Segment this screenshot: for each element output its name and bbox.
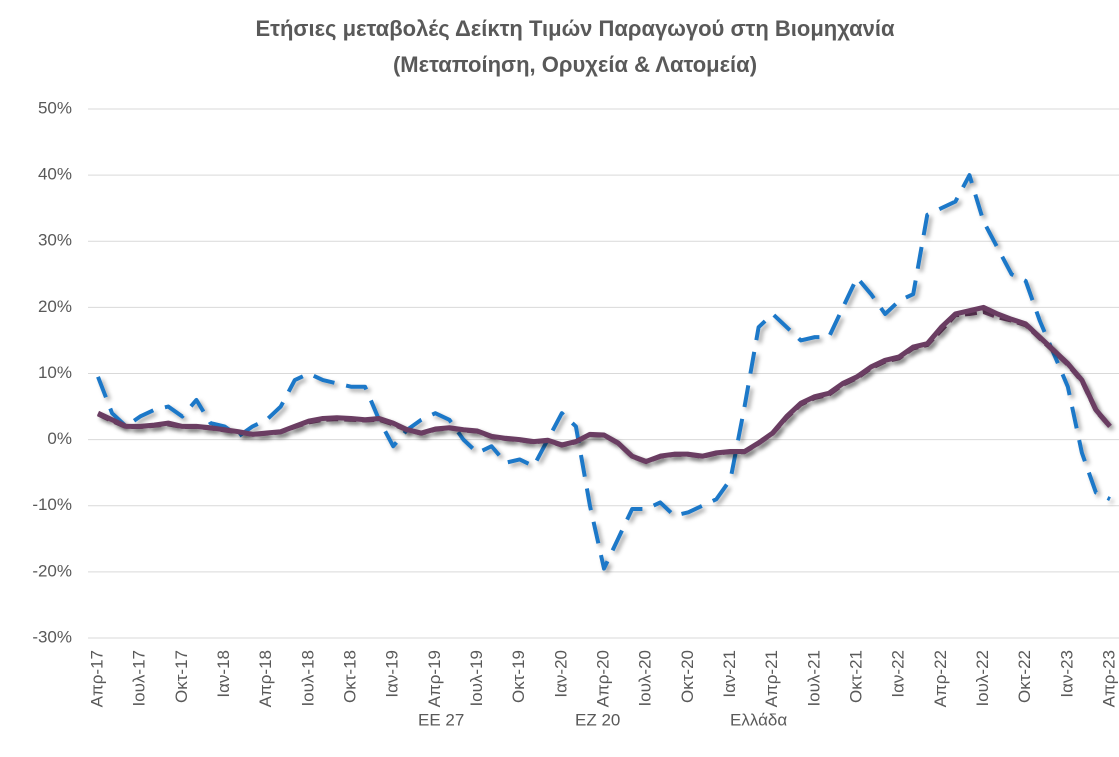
x-tick-label: Ιουλ-17 xyxy=(130,650,149,707)
series-line xyxy=(96,304,1112,464)
x-tick-label: Οκτ-17 xyxy=(172,650,191,703)
y-tick-label: -20% xyxy=(32,561,72,580)
x-tick-label: Απρ-17 xyxy=(87,650,106,707)
x-tick-label: Απρ-19 xyxy=(425,650,444,707)
x-tick-label: Οκτ-22 xyxy=(1015,650,1034,703)
x-tick-label: Ιαν-23 xyxy=(1057,650,1076,698)
y-tick-label: -10% xyxy=(32,495,72,514)
x-tick-label: Απρ-23 xyxy=(1099,650,1118,707)
x-tick-label: Οκτ-19 xyxy=(509,650,528,703)
x-tick-label: Ιαν-21 xyxy=(720,650,739,698)
y-tick-label: 20% xyxy=(38,297,72,316)
y-tick-label: 40% xyxy=(38,165,72,184)
x-tick-label: Ιαν-20 xyxy=(551,650,570,698)
y-tick-label: 10% xyxy=(38,363,72,382)
x-tick-label: Ιαν-22 xyxy=(889,650,908,698)
legend-label: ΕΖ 20 xyxy=(575,710,620,729)
series-line xyxy=(96,173,1111,571)
x-tick-label: Ιουλ-19 xyxy=(467,650,486,707)
x-tick-label: Απρ-18 xyxy=(256,650,275,707)
x-tick-label: Οκτ-21 xyxy=(846,650,865,703)
x-tick-label: Ιουλ-20 xyxy=(636,650,655,707)
y-tick-label: -30% xyxy=(32,627,72,646)
x-tick-label: Απρ-22 xyxy=(931,650,950,707)
x-tick-label: Οκτ-20 xyxy=(678,650,697,703)
legend-label: Ελλάδα xyxy=(730,710,787,729)
chart-title: Ετήσιες μεταβολές Δείκτη Τιμών Παραγωγού… xyxy=(255,16,894,41)
x-tick-label: Ιαν-19 xyxy=(383,650,402,698)
x-tick-label: Απρ-21 xyxy=(762,650,781,707)
x-tick-label: Ιουλ-22 xyxy=(973,650,992,707)
y-tick-label: 50% xyxy=(38,98,72,117)
legend-label: ΕΕ 27 xyxy=(418,710,464,729)
chart-title: (Μεταποίηση, Ορυχεία & Λατομεία) xyxy=(393,52,757,77)
x-tick-label: Ιαν-18 xyxy=(214,650,233,698)
y-tick-label: 0% xyxy=(47,429,72,448)
x-tick-label: Οκτ-18 xyxy=(340,650,359,703)
x-tick-label: Ιουλ-21 xyxy=(804,650,823,707)
x-tick-label: Ιουλ-18 xyxy=(298,650,317,707)
legend-item: ΕΕ 27 xyxy=(348,710,464,729)
legend-item: Ελλάδα xyxy=(660,710,787,729)
legend-item: ΕΖ 20 xyxy=(505,710,620,729)
x-tick-label: Απρ-20 xyxy=(593,650,612,707)
y-tick-label: 30% xyxy=(38,231,72,250)
